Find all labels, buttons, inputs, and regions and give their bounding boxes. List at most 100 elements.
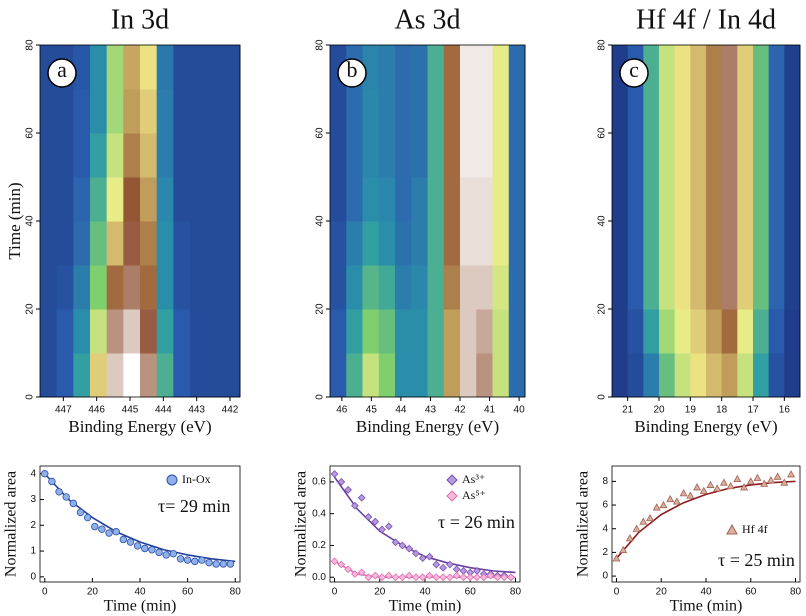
heat-cell <box>40 265 58 310</box>
point <box>391 573 400 582</box>
x-tick-label: 40 <box>700 587 712 598</box>
heat-cell <box>674 309 691 354</box>
heat-cell <box>190 221 208 266</box>
heat-cell <box>443 133 461 178</box>
point <box>446 474 458 486</box>
heat-cell <box>674 265 691 310</box>
heat-cell <box>427 265 445 310</box>
heat-cell <box>173 177 191 222</box>
x-tick-label: 60 <box>182 587 194 598</box>
annotation: τ = 26 min <box>438 512 515 532</box>
point <box>753 473 762 481</box>
heat-cell <box>73 89 91 134</box>
heat-cell <box>90 353 108 398</box>
heat-cell <box>427 45 445 90</box>
point <box>432 560 441 569</box>
heat-cell <box>173 309 191 354</box>
y-axis-label: Normalized area <box>575 471 592 577</box>
heat-cell <box>56 133 74 178</box>
point <box>452 565 461 574</box>
annotation: τ = 25 min <box>718 550 795 570</box>
y-tick-label: 20 <box>25 303 36 315</box>
y-axis-label: Normalized area <box>3 471 20 577</box>
heat-cell <box>395 133 412 178</box>
x-axis-label: Binding Energy (eV) <box>68 417 211 436</box>
heat-cell <box>721 265 738 310</box>
heat-cell <box>784 353 801 398</box>
x-tick-label: 20 <box>374 587 386 598</box>
point <box>459 567 468 575</box>
heat-cell <box>492 177 510 222</box>
point <box>198 556 206 564</box>
heat-cell <box>721 133 738 178</box>
legend-label: In-Ox <box>182 472 211 486</box>
point <box>726 523 738 535</box>
heat-cell <box>106 133 124 178</box>
heat-cell <box>427 221 445 266</box>
point <box>619 545 628 554</box>
heat-cell <box>690 89 707 134</box>
x-tick-label: 46 <box>336 405 348 416</box>
heat-cell <box>106 177 124 222</box>
heat-cell <box>706 309 723 354</box>
heat-cell <box>612 353 629 398</box>
heat-cell <box>140 353 158 398</box>
heat-cell <box>643 353 660 398</box>
heat-cell <box>784 309 801 354</box>
heat-cell <box>140 133 158 178</box>
heat-cell <box>56 353 74 398</box>
heat-cell <box>90 89 108 134</box>
y-tick-label: 80 <box>25 39 36 51</box>
heat-cell <box>140 177 158 222</box>
heat-cell <box>190 309 208 354</box>
x-tick-label: 445 <box>122 405 139 416</box>
point <box>773 472 782 480</box>
point <box>693 483 702 491</box>
heat-cell <box>206 221 224 266</box>
y-tick-label: 40 <box>315 215 326 227</box>
heat-cell <box>612 133 629 178</box>
heat-cell <box>106 265 124 310</box>
panel-badge <box>619 58 649 88</box>
point <box>500 573 509 582</box>
y-tick-label: 60 <box>25 127 36 139</box>
point <box>425 571 434 580</box>
heat-cell <box>721 45 738 90</box>
heat-cell <box>460 45 477 90</box>
point <box>625 534 634 542</box>
heat-cell <box>784 89 801 134</box>
heat-cell <box>395 309 412 354</box>
point <box>212 560 220 568</box>
heat-cell <box>753 309 770 354</box>
heat-cell <box>56 89 74 134</box>
heat-cell <box>674 353 691 398</box>
heat-cell <box>123 89 141 134</box>
x-tick-label: 443 <box>188 405 205 416</box>
heat-cell <box>612 89 629 134</box>
y-tick-label: 3 <box>30 494 36 505</box>
heat-cell <box>737 89 754 134</box>
y-tick-label: 8 <box>602 476 608 487</box>
heat-cell <box>784 45 801 90</box>
heat-cell <box>173 353 191 398</box>
heat-cell <box>106 45 124 90</box>
point <box>787 470 796 478</box>
heat-cell <box>627 221 644 266</box>
heat-cell <box>73 221 91 266</box>
legend-label: As³⁺ <box>462 472 485 486</box>
point <box>112 528 120 536</box>
point <box>364 573 373 582</box>
point <box>205 558 213 567</box>
heat-cell <box>395 45 412 90</box>
point <box>486 571 495 580</box>
heat-cell <box>627 89 644 134</box>
heat-cell <box>627 177 644 222</box>
point <box>162 551 170 559</box>
heat-cell <box>123 265 141 310</box>
heat-cell <box>411 45 428 90</box>
heat-cell <box>156 177 174 222</box>
heat-cell <box>140 221 158 266</box>
heat-cell <box>627 133 644 178</box>
point <box>98 525 106 533</box>
heat-cell <box>140 309 158 354</box>
